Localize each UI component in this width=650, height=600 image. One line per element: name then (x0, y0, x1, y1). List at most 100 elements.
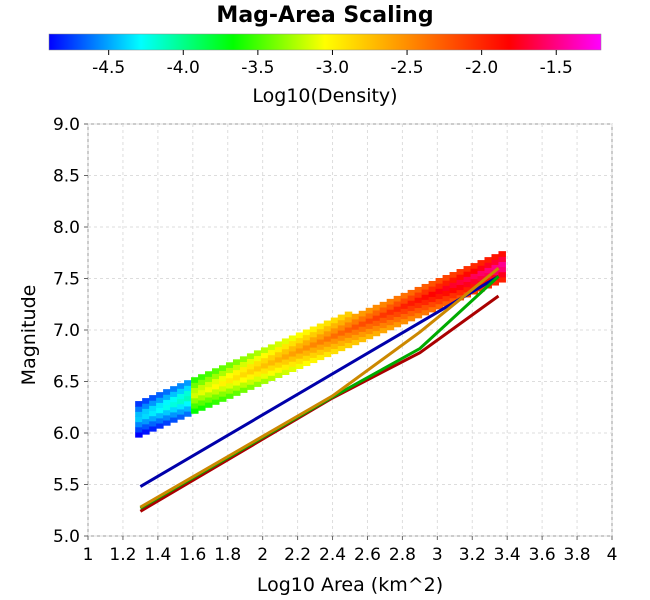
density-cell (309, 357, 318, 364)
density-cell (477, 260, 485, 266)
density-cell (135, 431, 143, 438)
density-cell (414, 286, 423, 293)
density-cell (316, 349, 325, 355)
density-cell (428, 291, 437, 297)
density-cell (232, 374, 241, 381)
density-cell (344, 311, 353, 318)
density-cell (309, 331, 318, 338)
scaling-line-1 (139, 275, 500, 488)
density-cell (379, 312, 388, 318)
density-cell (414, 312, 423, 319)
density-cell (379, 301, 388, 308)
density-cell (372, 304, 381, 311)
density-cell (330, 343, 339, 349)
density-cell (142, 418, 150, 425)
density-cell (477, 275, 485, 282)
density-cell (198, 389, 206, 396)
density-cell (149, 415, 157, 422)
y-tick-label: 7.5 (53, 270, 80, 290)
density-cell (288, 335, 297, 342)
density-cell (365, 333, 374, 340)
density-cell (442, 290, 451, 297)
density-cell (372, 315, 381, 321)
density-cell (330, 322, 339, 329)
density-cell (156, 392, 164, 398)
density-cell (414, 297, 423, 303)
density-cell (267, 359, 276, 366)
density-cell (205, 371, 213, 377)
density-cell (274, 362, 283, 368)
density-cell (205, 396, 213, 403)
density-cell (274, 346, 283, 353)
density-cell (142, 408, 150, 415)
density-cell (205, 391, 213, 398)
density-cell (253, 381, 262, 387)
density-cell (393, 316, 402, 323)
density-cell (156, 402, 164, 409)
density-cell (456, 269, 465, 275)
density-cell (219, 375, 227, 382)
density-cell (358, 315, 367, 322)
density-cell (246, 353, 255, 360)
density-cell (379, 327, 388, 334)
colorbar (48, 33, 602, 51)
density-cell (456, 274, 465, 280)
density-cell (246, 363, 255, 370)
density-cell (281, 369, 290, 375)
density-cell (358, 326, 367, 332)
density-cell (372, 309, 381, 316)
density-cell (400, 298, 409, 304)
density-cell (170, 411, 178, 418)
density-cell (435, 303, 444, 310)
y-tick-label: 5.5 (53, 476, 80, 496)
density-cell (198, 405, 206, 411)
density-cell (212, 378, 220, 385)
density-cell (365, 323, 374, 329)
density-cell (498, 266, 506, 273)
colorbar-tick-label: -3.0 (316, 58, 349, 78)
density-cell (191, 377, 199, 383)
density-cell (379, 317, 388, 323)
density-cell (456, 284, 465, 291)
density-cell (498, 251, 506, 257)
x-tick-label: 3.8 (564, 545, 591, 565)
density-cell (330, 338, 339, 344)
density-cell (295, 332, 304, 339)
density-cell (212, 394, 220, 400)
x-tick-label: 2.2 (284, 545, 311, 565)
density-cell (198, 399, 206, 406)
density-cell (219, 370, 227, 377)
density-cell (351, 313, 360, 320)
density-cell (288, 361, 297, 367)
density-cell (400, 308, 409, 315)
density-cell (463, 286, 472, 293)
density-cell (435, 288, 444, 294)
scaling-line-2 (139, 294, 500, 513)
density-cell (435, 277, 444, 284)
density-cell (407, 300, 416, 306)
density-cell (281, 364, 290, 370)
density-cell (442, 295, 451, 302)
density-cell (149, 405, 157, 412)
density-cell (449, 297, 458, 304)
density-cell (288, 340, 297, 347)
density-cell (484, 267, 492, 274)
density-cell (463, 271, 472, 277)
density-cell (205, 381, 213, 388)
density-cell (267, 370, 276, 376)
density-cell (219, 396, 227, 402)
density-cell (344, 337, 353, 344)
density-cell (177, 398, 185, 405)
density-cell (239, 382, 248, 388)
density-cell (449, 287, 458, 294)
density-cell (274, 351, 283, 358)
plot-area: 1 1.2 1.4 1.6 1.8 2 2.2 2.4 2.6 2.8 3 3.2 3.4 3.6 3.8 4… (53, 115, 617, 565)
x-tick-label: 1 (83, 545, 94, 565)
density-cell (163, 414, 171, 421)
density-cell (295, 353, 304, 359)
y-tick-label: 7.0 (53, 321, 80, 341)
density-cell (407, 315, 416, 322)
density-cell (253, 376, 262, 382)
density-cell (246, 373, 255, 380)
colorbar-label: Log10(Density) (252, 85, 397, 107)
